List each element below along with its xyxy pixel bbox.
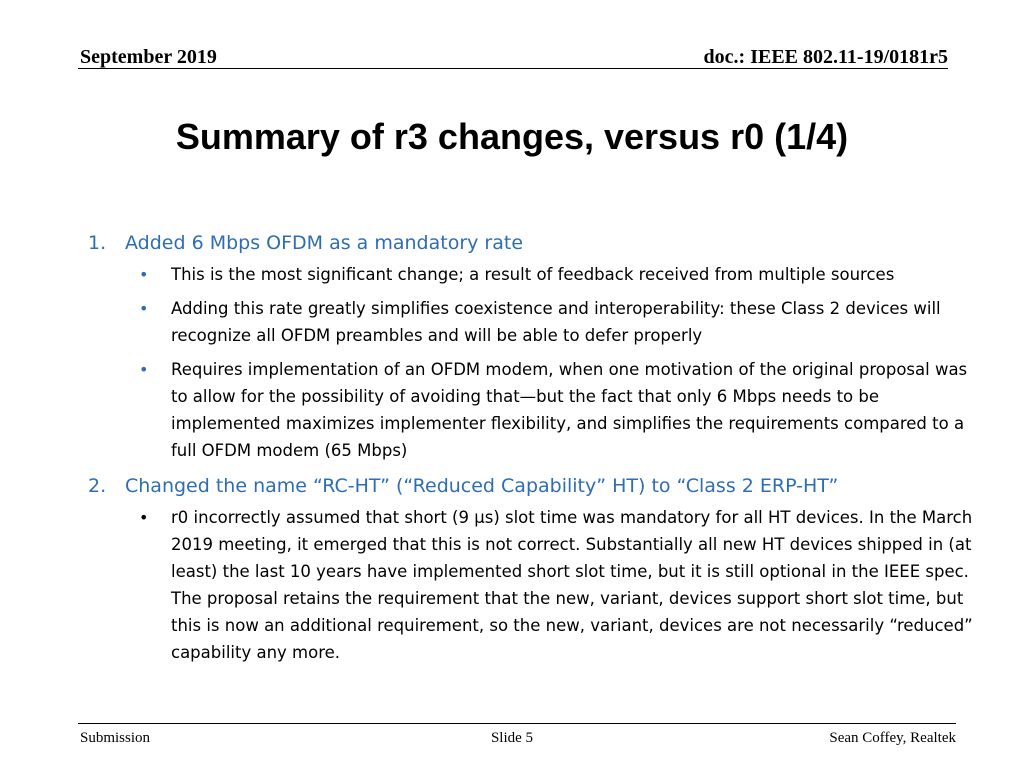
slide-title: Summary of r3 changes, versus r0 (1/4) [175,116,849,157]
footer-slide-number: Slide 5 [490,730,534,746]
list-item-text: Changed the name “RC-HT” (“Reduced Capab… [125,475,839,497]
bullet-icon: • [139,508,149,527]
footer-rule [78,723,956,724]
sub-bullet-text: Adding this rate greatly simplifies coex… [171,299,941,345]
sub-bullet: • Adding this rate greatly simplifies co… [0,295,1024,349]
list-item-2: 2. Changed the name “RC-HT” (“Reduced Ca… [0,471,1024,501]
slide-body: 1. Added 6 Mbps OFDM as a mandatory rate… [0,228,1024,673]
bullet-icon: • [139,265,149,284]
header-date: September 2019 [80,46,217,68]
bullet-icon: • [139,360,149,379]
sub-bullet: • This is the most significant change; a… [0,261,1024,288]
sub-bullet-text: This is the most significant change; a r… [171,265,895,284]
list-number: 1. [88,232,107,254]
footer-author: Sean Coffey, Realtek [829,730,956,746]
list-number: 2. [88,475,107,497]
sub-bullet: • r0 incorrectly assumed that short (9 µ… [0,504,1024,666]
list-item-1: 1. Added 6 Mbps OFDM as a mandatory rate [0,228,1024,258]
sub-bullet: • Requires implementation of an OFDM mod… [0,356,1024,464]
bullet-icon: • [139,299,149,318]
list-item-text: Added 6 Mbps OFDM as a mandatory rate [125,232,524,254]
footer-submission: Submission [80,730,151,746]
header-doc-id: doc.: IEEE 802.11-19/0181r5 [703,46,948,68]
header-rule [78,68,948,69]
sub-bullet-text: Requires implementation of an OFDM modem… [171,360,968,460]
sub-bullet-text: r0 incorrectly assumed that short (9 µs)… [171,508,973,662]
